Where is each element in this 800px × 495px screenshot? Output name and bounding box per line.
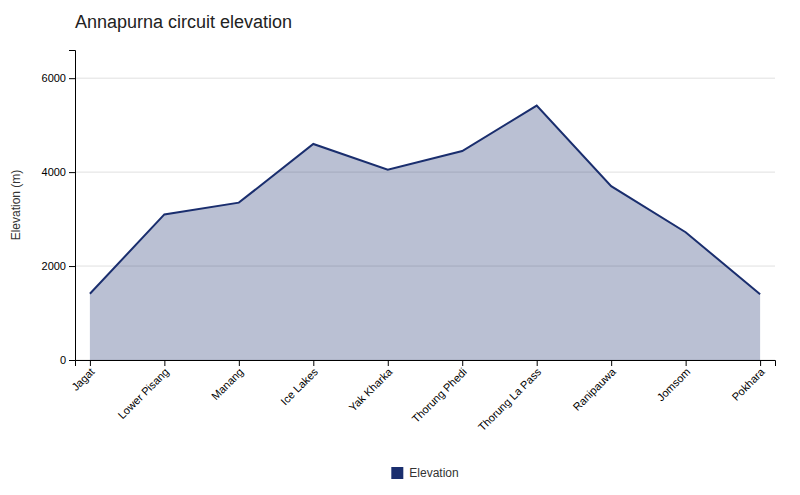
grid-line — [75, 78, 775, 79]
title: Annapurna circuit elevation — [75, 12, 292, 32]
x-tick: Jagat — [69, 360, 97, 393]
y-tick: 2000 — [42, 260, 75, 272]
legend-swatch — [391, 467, 403, 479]
x-tick-mark — [164, 360, 165, 366]
x-tick-mark — [537, 360, 538, 366]
y-tick: 6000 — [42, 72, 75, 84]
x-tick-label: Manang — [209, 366, 246, 403]
x-tick-label: Jagat — [69, 366, 97, 394]
legend-label: Elevation — [409, 466, 458, 480]
x-tick-label: Thorung La Pass — [476, 365, 544, 433]
x-tick-label: Jomsom — [654, 366, 692, 404]
x-tick: Ice Lakes — [278, 360, 320, 407]
x-tick: Pokhara — [729, 360, 767, 403]
y-tick-label: 0 — [60, 354, 66, 366]
x-tick: Ranipauwa — [570, 360, 618, 413]
x-tick-label: Pokhara — [729, 365, 767, 403]
x-tick-mark — [611, 360, 612, 366]
x-tick: Manang — [209, 360, 246, 402]
x-tick: Jomsom — [654, 360, 692, 403]
x-tick: Thorung Phedi — [409, 360, 469, 425]
chart: Jagat Lower Pisang Manang Ice Lakes Yak Khar… — [0, 0, 800, 495]
y-tick-mark — [69, 360, 75, 361]
x-tick-label: Yak Kharka — [346, 365, 395, 414]
y-axis-line — [69, 51, 76, 361]
x-tick-mark — [239, 360, 240, 366]
marks — [90, 106, 760, 360]
x-tick-mark — [462, 360, 463, 366]
y-tick-mark — [69, 172, 75, 173]
x-tick: Lower Pisang — [115, 360, 171, 421]
x-axis: Jagat Lower Pisang Manang Ice Lakes Yak Khar… — [69, 360, 775, 433]
x-tick-label: Lower Pisang — [115, 366, 171, 422]
plot-area: Jagat Lower Pisang Manang Ice Lakes Yak Khar… — [42, 51, 776, 434]
grid — [75, 78, 775, 360]
x-tick-mark — [760, 360, 761, 366]
x-tick: Yak Kharka — [346, 360, 395, 414]
y-tick: 4000 — [42, 166, 75, 178]
x-axis-line — [76, 361, 776, 367]
x-tick-label: Thorung Phedi — [409, 366, 469, 426]
legend: Elevation — [391, 466, 458, 480]
y-tick-mark — [69, 266, 75, 267]
area — [90, 106, 760, 360]
y-axis: 0 2000 4000 6000 — [42, 51, 76, 367]
x-tick: Thorung La Pass — [476, 360, 544, 433]
x-tick-mark — [388, 360, 389, 366]
x-tick-mark — [90, 360, 91, 366]
y-tick-label: 6000 — [42, 72, 66, 84]
y-axis-title: Elevation (m) — [9, 170, 23, 241]
y-tick: 0 — [60, 354, 75, 366]
x-tick-mark — [686, 360, 687, 366]
y-tick-label: 4000 — [42, 166, 66, 178]
legend-item: Elevation — [391, 466, 458, 480]
x-tick-mark — [313, 360, 314, 366]
y-tick-label: 2000 — [42, 260, 66, 272]
line — [90, 106, 760, 295]
y-tick-mark — [69, 78, 75, 79]
x-tick-label: Ranipauwa — [570, 365, 618, 413]
x-tick-label: Ice Lakes — [278, 365, 320, 407]
